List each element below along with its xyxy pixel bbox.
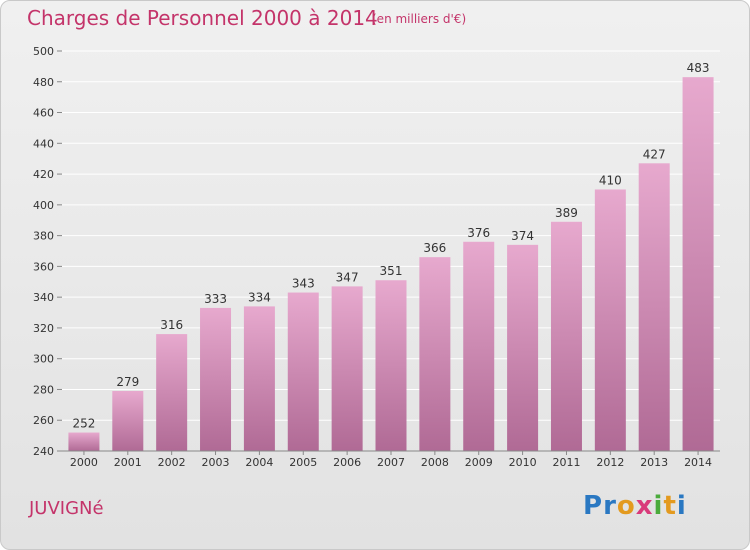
x-tick-label-2008: 2008 [421, 456, 449, 469]
logo-letter: o [616, 491, 636, 521]
y-tick-label: 420 [33, 168, 54, 181]
bar-2013 [638, 163, 670, 452]
x-tick-label-2012: 2012 [596, 456, 624, 469]
y-tick-label: 320 [33, 322, 54, 335]
logo-letter: i [676, 491, 687, 521]
x-tick-label-2002: 2002 [158, 456, 186, 469]
bar-2004 [243, 306, 275, 451]
y-tick-label: 400 [33, 199, 54, 212]
logo-letter: x [635, 491, 654, 521]
x-tick-label-2001: 2001 [114, 456, 142, 469]
bar-2005 [287, 292, 319, 451]
bar-2001 [112, 391, 144, 451]
x-tick-label-2014: 2014 [684, 456, 712, 469]
x-tick-label-2003: 2003 [202, 456, 230, 469]
value-label-2014: 483 [687, 61, 710, 75]
y-tick-label: 300 [33, 353, 54, 366]
value-label-2007: 351 [380, 264, 403, 278]
bar-2012 [594, 189, 626, 451]
y-tick-label: 440 [33, 137, 54, 150]
bar-2007 [375, 280, 407, 451]
y-tick-label: 500 [33, 45, 54, 58]
y-tick-label: 260 [33, 414, 54, 427]
bar-2000 [68, 432, 100, 451]
x-tick-label-2000: 2000 [70, 456, 98, 469]
y-tick-label: 380 [33, 230, 54, 243]
value-label-2000: 252 [72, 417, 95, 431]
x-tick-label-2005: 2005 [289, 456, 317, 469]
y-tick-label: 480 [33, 76, 54, 89]
commune-name: JUVIGNé [29, 498, 104, 519]
bar-2014 [682, 77, 714, 452]
value-label-2001: 279 [116, 375, 139, 389]
x-tick-label-2013: 2013 [640, 456, 668, 469]
x-axis-ticks: 2000 2001 2002 2003 2004 2005 2006 2007 2008 2009… [70, 451, 712, 469]
bars [68, 77, 714, 452]
x-tick-label-2004: 2004 [245, 456, 273, 469]
value-label-2011: 389 [555, 206, 578, 220]
bar-2011 [550, 221, 582, 451]
value-label-2012: 410 [599, 173, 622, 187]
x-tick-label-2011: 2011 [552, 456, 580, 469]
y-axis-ticks: 240 260 280 300 320 340 360 380 400 420 440 460 480 5… [33, 45, 54, 458]
value-label-2013: 427 [643, 147, 666, 161]
proxiti-logo: Proxiti [583, 491, 687, 521]
y-tick-label: 340 [33, 291, 54, 304]
bar-2010 [507, 244, 539, 451]
y-tick-label: 460 [33, 107, 54, 120]
logo-letter: P [583, 491, 604, 521]
bar-2003 [200, 307, 232, 451]
logo-letter: r [603, 491, 617, 521]
logo-letter: i [653, 491, 664, 521]
value-labels: 252 279 316 333 334 343 347 351 366 376 374 389 410 4… [72, 61, 709, 430]
value-label-2006: 347 [336, 270, 359, 284]
y-tick-label: 240 [33, 445, 54, 458]
y-tick-label: 280 [33, 383, 54, 396]
value-label-2008: 366 [423, 241, 446, 255]
value-label-2005: 343 [292, 277, 315, 291]
x-tick-label-2009: 2009 [465, 456, 493, 469]
bar-2008 [419, 257, 451, 451]
x-tick-label-2007: 2007 [377, 456, 405, 469]
value-label-2002: 316 [160, 318, 183, 332]
bar-2009 [463, 241, 495, 451]
y-tick-label: 360 [33, 260, 54, 273]
chart-subtitle: (en milliers d'€) [372, 12, 467, 26]
chart-title: Charges de Personnel 2000 à 2014 [27, 6, 378, 30]
bar-2006 [331, 286, 363, 451]
logo-letter: t [663, 491, 677, 521]
value-label-2010: 374 [511, 229, 534, 243]
value-label-2004: 334 [248, 290, 271, 304]
bar-2002 [156, 334, 188, 451]
value-label-2003: 333 [204, 292, 227, 306]
x-tick-label-2010: 2010 [509, 456, 537, 469]
x-tick-label-2006: 2006 [333, 456, 361, 469]
value-label-2009: 376 [467, 226, 490, 240]
